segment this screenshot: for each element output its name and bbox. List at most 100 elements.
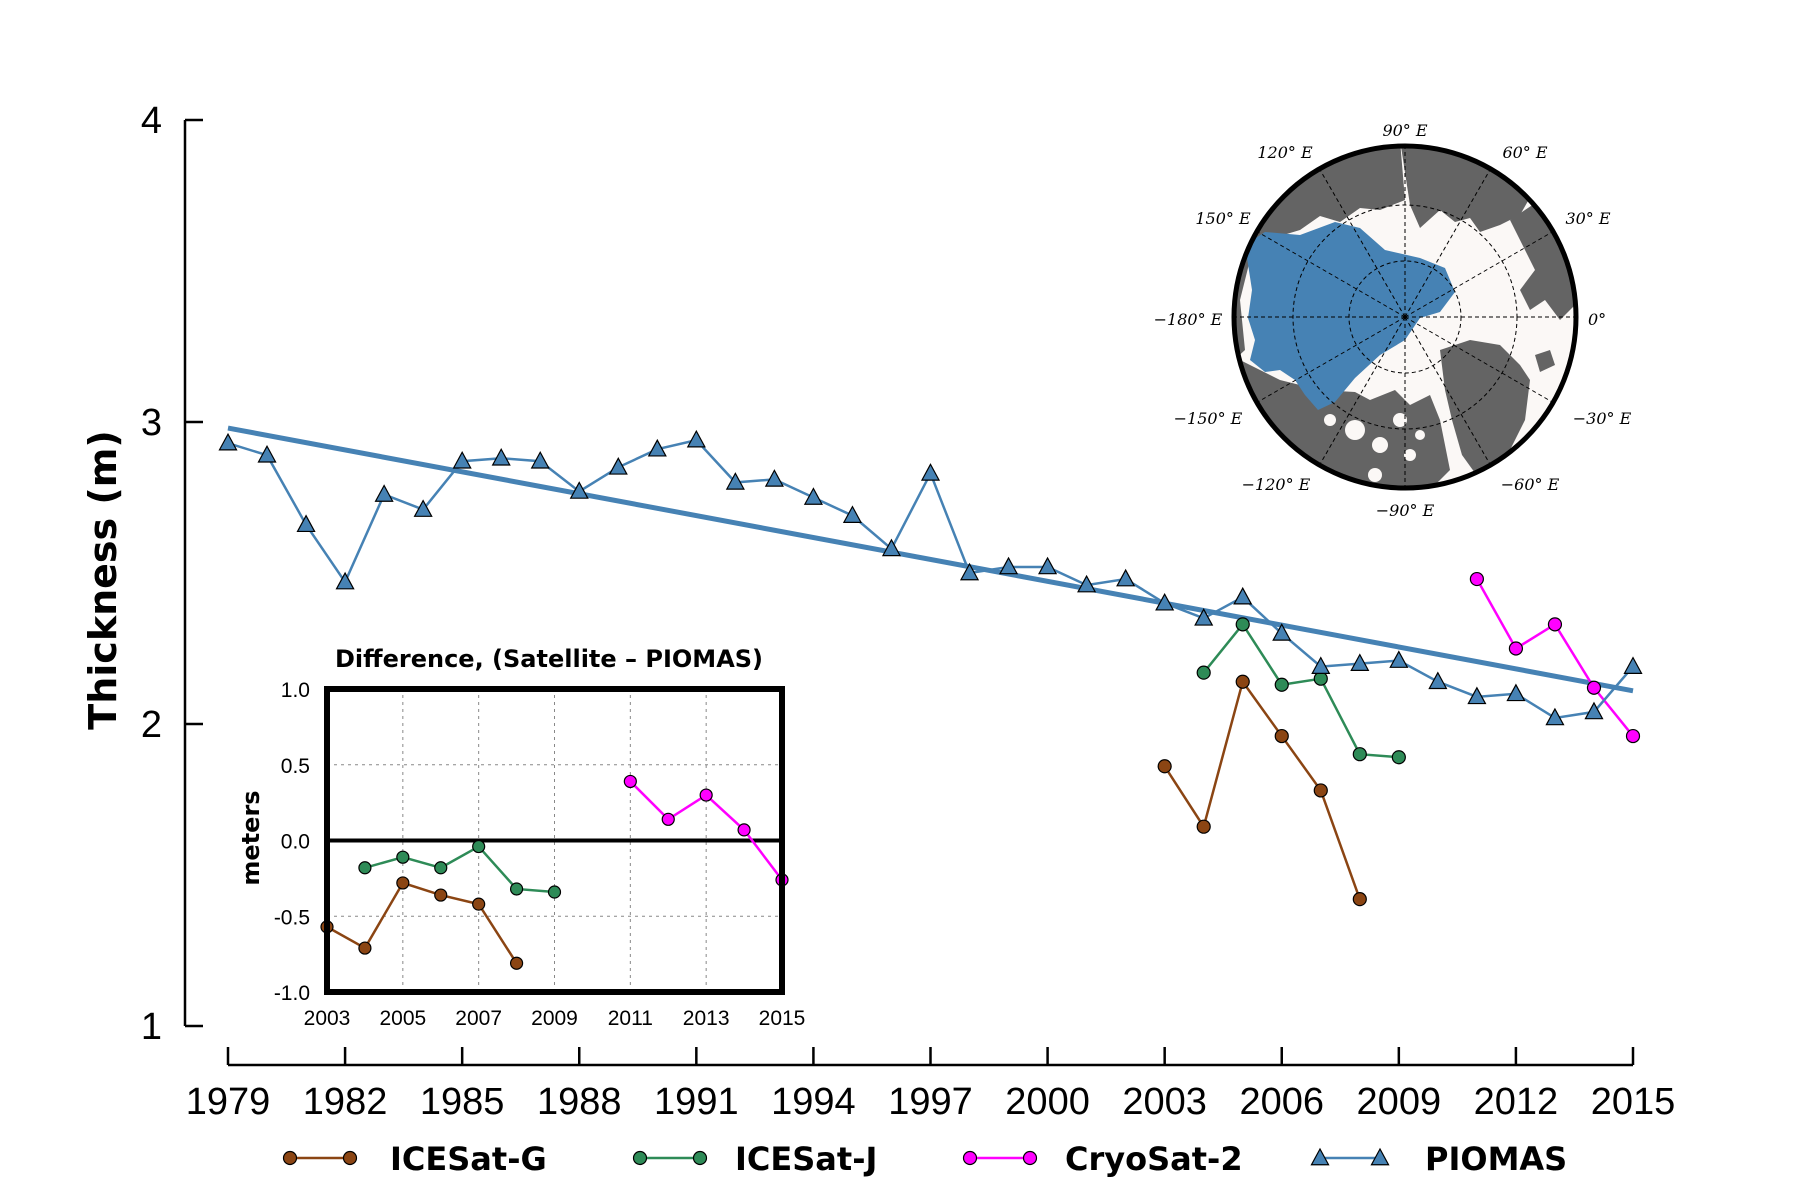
meridian-line bbox=[1319, 316, 1406, 466]
map-labels: 90° E 120° E 60° E 150° E 30° E −180° E 0° −150… bbox=[1154, 121, 1632, 520]
data-point bbox=[1584, 701, 1604, 720]
inset-y-tick-label: -0.5 bbox=[274, 906, 310, 929]
map-degree-label: 30° E bbox=[1565, 209, 1610, 228]
meridian-line bbox=[1404, 231, 1554, 318]
data-point bbox=[959, 562, 980, 581]
y-tick-label: 3 bbox=[141, 402, 162, 444]
data-point bbox=[218, 432, 238, 451]
series-line bbox=[326, 881, 518, 964]
data-point bbox=[1155, 592, 1175, 611]
x-tick-label: 1991 bbox=[654, 1081, 739, 1123]
polar-map: 90° E 120° E 60° E 150° E 30° E −180° E 0° −150… bbox=[1154, 121, 1632, 520]
data-point bbox=[335, 571, 355, 590]
inset-y-tick-label: 0.0 bbox=[281, 831, 310, 854]
inset-x-tick-label: 2013 bbox=[683, 1007, 730, 1030]
legend-marker bbox=[962, 1150, 978, 1166]
inset-series-icesat-j bbox=[358, 839, 562, 899]
data-point bbox=[1194, 608, 1214, 626]
inset-x-tick-label: 2009 bbox=[531, 1007, 578, 1030]
data-point bbox=[530, 451, 550, 469]
main-chart: Thickness (m) 1 2 3 4 1979 1982 1985 1988 1991 19… bbox=[81, 100, 1675, 1123]
data-point bbox=[686, 429, 706, 448]
meridian-line bbox=[1319, 168, 1406, 318]
data-point bbox=[1196, 819, 1211, 834]
meridian-line bbox=[1256, 316, 1406, 403]
x-tick-label: 2012 bbox=[1474, 1081, 1559, 1123]
data-point bbox=[374, 484, 394, 502]
x-tick-label: 1982 bbox=[303, 1081, 388, 1123]
inset-x-tick-label: 2011 bbox=[608, 1007, 653, 1030]
inset-frame bbox=[324, 686, 785, 995]
data-point bbox=[1274, 728, 1289, 744]
data-point bbox=[842, 505, 863, 523]
meridian-line bbox=[1404, 316, 1554, 403]
data-point bbox=[1391, 750, 1406, 765]
data-point bbox=[725, 472, 745, 490]
legend-marker bbox=[342, 1150, 358, 1166]
data-point bbox=[1235, 617, 1250, 632]
map-degree-label: −180° E bbox=[1154, 310, 1223, 329]
legend-marker bbox=[692, 1150, 708, 1166]
data-point bbox=[1506, 683, 1526, 702]
data-point bbox=[737, 823, 751, 837]
map-degree-label: 60° E bbox=[1502, 143, 1547, 162]
data-point bbox=[509, 882, 524, 896]
y-axis-label: Thickness (m) bbox=[81, 430, 125, 729]
data-point bbox=[623, 774, 637, 789]
map-degree-label: 120° E bbox=[1257, 143, 1313, 162]
legend-label: ICESat-J bbox=[735, 1140, 877, 1178]
series-line bbox=[1202, 622, 1399, 759]
data-point bbox=[1545, 707, 1565, 726]
main-axes: 1 2 3 4 1979 1982 1985 1988 1991 1994 1997 2000 2003… bbox=[141, 100, 1675, 1123]
legend-label: ICESat-G bbox=[390, 1140, 547, 1178]
data-point bbox=[1313, 671, 1328, 686]
legend-marker bbox=[282, 1150, 298, 1166]
x-tick-label: 2000 bbox=[1005, 1081, 1090, 1123]
legend-entry-cryosat-2: CryoSat-2 bbox=[962, 1140, 1243, 1178]
x-tick-label: 1988 bbox=[537, 1081, 622, 1123]
legend-entry-icesat-g: ICESat-G bbox=[282, 1140, 547, 1178]
map-degree-label: −90° E bbox=[1376, 501, 1435, 520]
inset-border bbox=[324, 686, 785, 995]
map-degree-label: −120° E bbox=[1242, 475, 1311, 494]
inset-x-tick-label: 2007 bbox=[455, 1007, 502, 1030]
data-point bbox=[452, 451, 472, 469]
x-tick-label: 2009 bbox=[1357, 1081, 1442, 1123]
data-point bbox=[472, 897, 486, 911]
data-point bbox=[396, 850, 410, 864]
series-cryosat-2 bbox=[1469, 571, 1641, 744]
series-line bbox=[364, 844, 555, 894]
data-point bbox=[608, 457, 628, 475]
legend-marker bbox=[632, 1150, 648, 1166]
data-point bbox=[547, 885, 562, 899]
data-point bbox=[1547, 617, 1563, 632]
series-icesat-g bbox=[1157, 674, 1367, 907]
trend-line-segment bbox=[227, 425, 1634, 694]
x-tick-label: 1979 bbox=[186, 1081, 271, 1123]
data-point bbox=[881, 538, 902, 557]
legend-entry-piomas: PIOMAS bbox=[1310, 1140, 1567, 1178]
data-point bbox=[1038, 556, 1058, 575]
map-land-greenland bbox=[1440, 340, 1530, 480]
data-point bbox=[257, 444, 277, 463]
legend: ICESat-G ICESat-J CryoSat-2 PIOMAS bbox=[282, 1140, 1567, 1178]
main-series bbox=[218, 429, 1643, 907]
x-tick-label: 1994 bbox=[771, 1081, 856, 1123]
map-land-north-america bbox=[1234, 360, 1450, 488]
series-piomas bbox=[218, 429, 1643, 726]
data-point bbox=[1428, 671, 1448, 690]
data-point bbox=[1389, 650, 1409, 668]
data-point bbox=[434, 861, 448, 875]
data-point bbox=[358, 941, 372, 955]
series-line bbox=[1163, 678, 1361, 900]
data-point bbox=[1508, 641, 1524, 656]
x-tick-label: 2015 bbox=[1591, 1081, 1676, 1123]
inset-series bbox=[320, 774, 789, 970]
data-point bbox=[569, 481, 589, 499]
map-degree-label: 150° E bbox=[1195, 209, 1251, 228]
data-point bbox=[1233, 586, 1253, 605]
data-point bbox=[358, 861, 372, 875]
legend-entry-icesat-j: ICESat-J bbox=[632, 1140, 877, 1178]
legend-marker bbox=[1022, 1150, 1038, 1166]
